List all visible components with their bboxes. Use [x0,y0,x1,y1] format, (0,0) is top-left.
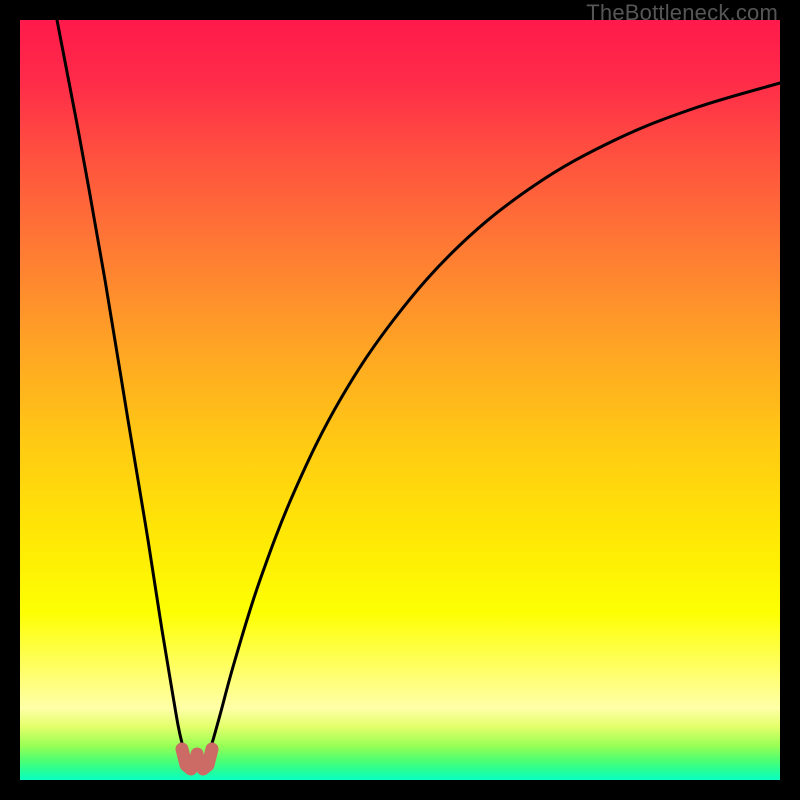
curve-right-branch [209,83,780,752]
plot-area [20,20,780,780]
trough-marker [182,749,212,769]
watermark-text: TheBottleneck.com [586,0,778,26]
curve-layer [20,20,780,780]
curve-left-branch [57,20,185,752]
chart-frame: TheBottleneck.com [0,0,800,800]
